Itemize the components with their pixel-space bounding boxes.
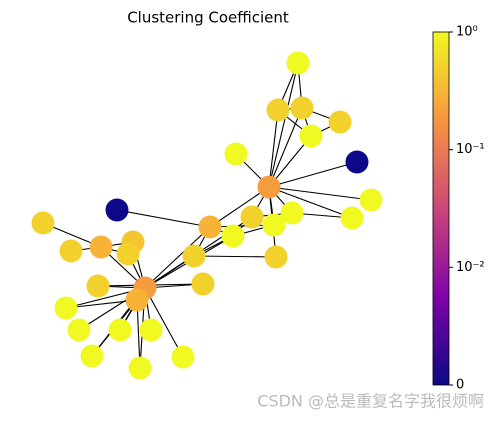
node xyxy=(128,356,152,380)
edge xyxy=(144,226,211,289)
edge xyxy=(268,186,353,219)
node xyxy=(290,96,314,120)
edge xyxy=(116,209,211,228)
node xyxy=(139,318,163,342)
nodes xyxy=(31,51,383,380)
node xyxy=(54,296,78,320)
edge xyxy=(268,109,279,188)
node xyxy=(299,124,323,148)
node xyxy=(264,245,288,269)
colorbar-tick-label: 10⁻² xyxy=(456,260,485,275)
node xyxy=(125,288,149,312)
edge xyxy=(65,299,138,309)
node xyxy=(280,201,304,225)
node xyxy=(266,98,290,122)
node xyxy=(67,318,91,342)
node xyxy=(86,274,110,298)
edge xyxy=(193,255,277,258)
node xyxy=(116,242,140,266)
edge xyxy=(209,186,270,228)
edge xyxy=(144,287,184,358)
node xyxy=(80,344,104,368)
node xyxy=(340,206,364,230)
node xyxy=(224,142,248,166)
colorbar-axis: 10⁰ 10⁻¹ 10⁻² 0 xyxy=(449,25,485,393)
watermark: CSDN @总是重复名字我很烦啊 xyxy=(257,392,484,411)
colorbar-tick-label: 10⁰ xyxy=(456,25,478,40)
node xyxy=(191,272,215,296)
chart-title: Clustering Coefficient xyxy=(127,9,289,27)
colorbar-tick-label: 0 xyxy=(456,378,464,393)
node xyxy=(31,211,55,235)
node xyxy=(59,239,83,263)
node xyxy=(257,175,281,199)
edge xyxy=(268,161,358,188)
node xyxy=(345,150,369,174)
node xyxy=(108,318,132,342)
node xyxy=(286,51,310,75)
node xyxy=(359,188,383,212)
node xyxy=(240,205,264,229)
edge xyxy=(268,186,372,201)
node xyxy=(221,224,245,248)
edge xyxy=(268,62,299,188)
edges xyxy=(42,62,372,369)
node xyxy=(89,235,113,259)
colorbar-tick-label: 10⁻¹ xyxy=(456,142,485,157)
node xyxy=(105,198,129,222)
colorbar xyxy=(432,31,450,386)
node xyxy=(262,213,286,237)
node xyxy=(171,345,195,369)
edge xyxy=(268,107,303,188)
node xyxy=(198,215,222,239)
node xyxy=(182,244,206,268)
node xyxy=(328,110,352,134)
